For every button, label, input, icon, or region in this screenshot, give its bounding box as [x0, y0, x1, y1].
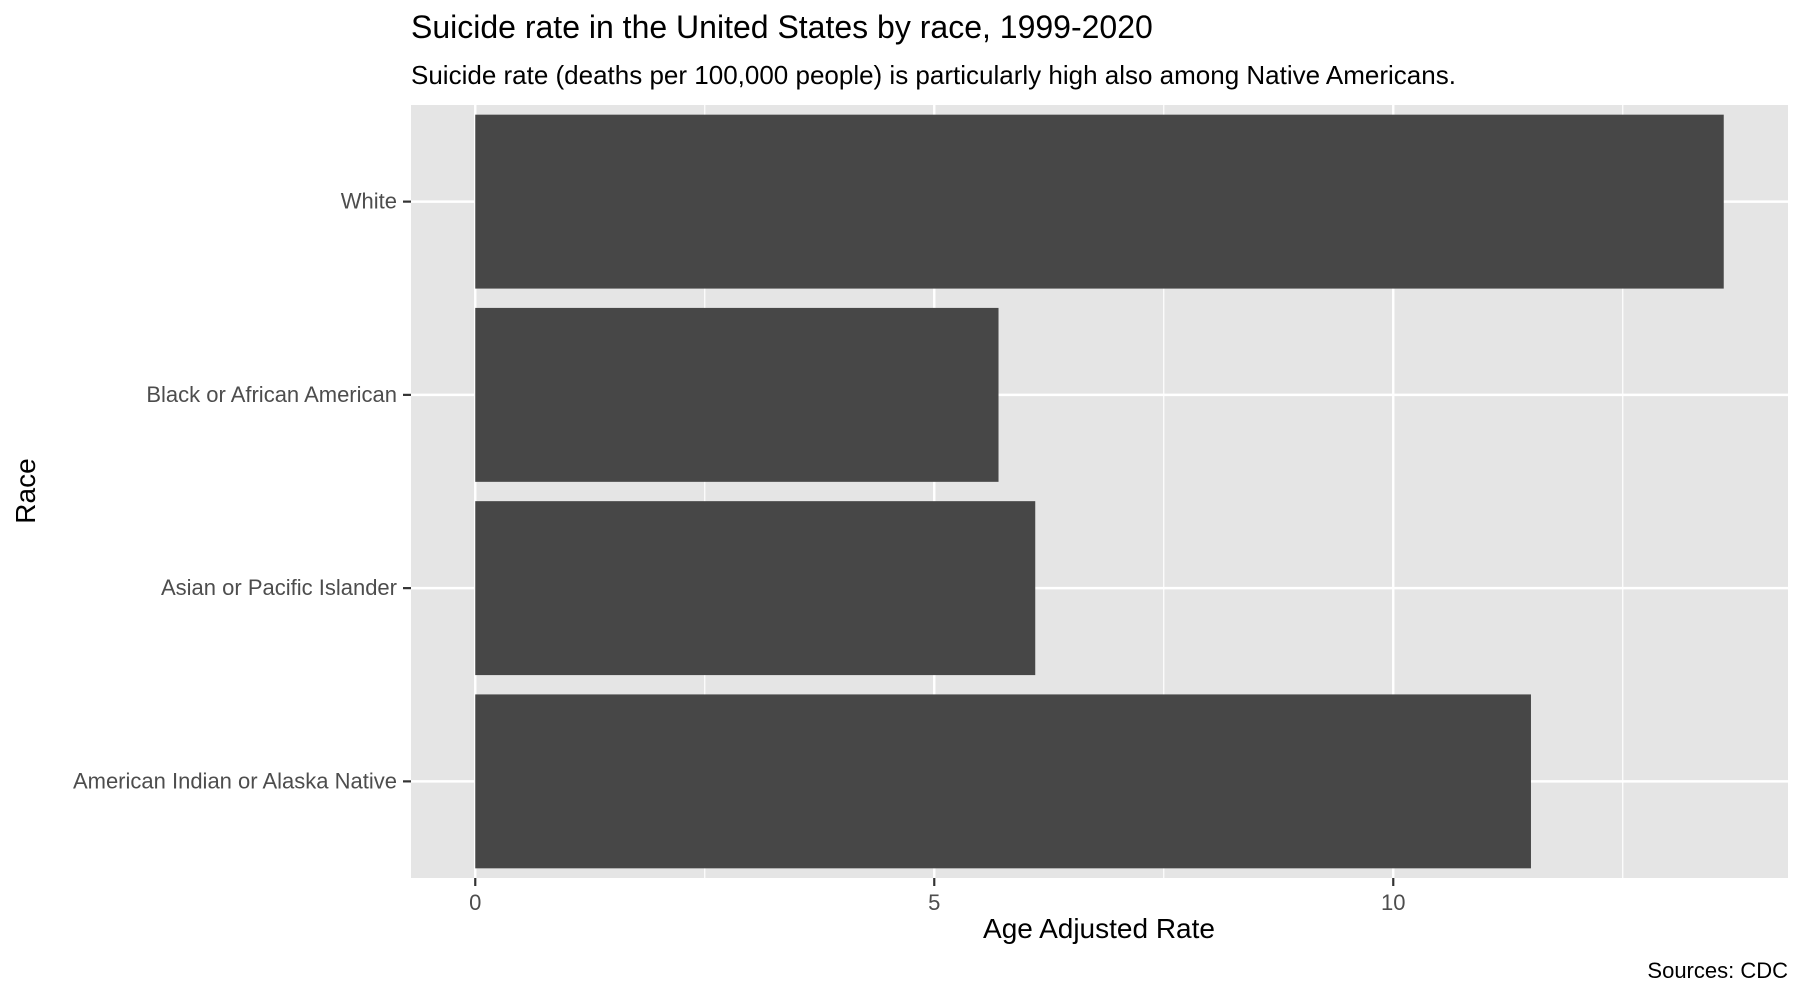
bar [475, 307, 999, 482]
x-tick-label: 5 [928, 890, 940, 915]
x-tick-label: 10 [1381, 890, 1405, 915]
chart-subtitle: Suicide rate (deaths per 100,000 people)… [411, 60, 1456, 90]
x-tick-label: 0 [469, 890, 481, 915]
bar [475, 114, 1724, 289]
y-tick-label: White [341, 189, 397, 214]
bar-layer [475, 114, 1724, 869]
y-axis-label: Race [10, 458, 41, 523]
chart-title: Suicide rate in the United States by rac… [411, 9, 1153, 45]
y-tick-label: American Indian or Alaska Native [73, 768, 397, 793]
chart-caption: Sources: CDC [1647, 958, 1788, 983]
bar [475, 694, 1531, 869]
bar [475, 501, 1036, 676]
y-axis-ticks: White Black or African American Asian or P… [73, 189, 411, 793]
x-axis-label: Age Adjusted Rate [983, 913, 1215, 944]
y-tick-label: Asian or Pacific Islander [161, 575, 397, 600]
y-tick-label: Black or African American [146, 382, 397, 407]
x-axis-ticks: 0 5 10 [469, 878, 1406, 915]
